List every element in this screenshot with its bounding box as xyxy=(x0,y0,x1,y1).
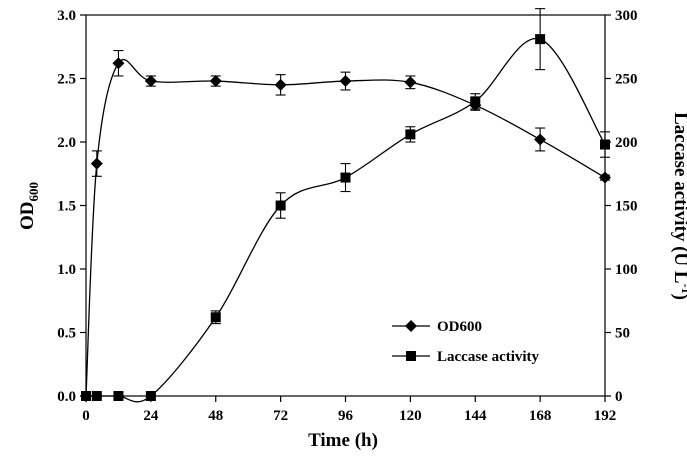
data-point-od600 xyxy=(534,133,547,146)
data-point-od600 xyxy=(404,76,417,89)
legend-item-laccase: Laccase activity xyxy=(392,349,540,365)
legend-diamond-marker xyxy=(405,320,417,332)
legend-label-laccase: Laccase activity xyxy=(437,349,540,365)
data-point-laccase-activity xyxy=(91,391,102,401)
data-point-od600 xyxy=(339,75,352,88)
data-point-od600 xyxy=(90,157,103,170)
x-tick-label: 144 xyxy=(464,408,487,424)
data-point-laccase-activity xyxy=(145,391,156,401)
data-point-od600 xyxy=(144,75,157,88)
data-point-od600 xyxy=(599,171,611,184)
x-tick-label: 24 xyxy=(143,408,159,424)
legend-label-od600: OD600 xyxy=(437,319,482,335)
y-left-tick-label: 1.0 xyxy=(57,262,76,278)
series-line-od600 xyxy=(85,59,606,397)
data-point-laccase-activity xyxy=(600,139,610,150)
legend: OD600 Laccase activity xyxy=(392,319,540,365)
y-left-tick-label: 1.5 xyxy=(57,199,76,215)
series-layer xyxy=(80,8,611,403)
y-left-tick-label: 0.5 xyxy=(57,326,76,342)
data-point-od600 xyxy=(112,57,125,70)
data-point-laccase-activity xyxy=(340,172,351,183)
series-line-laccase-activity xyxy=(85,37,606,403)
y-right-tick-label: 250 xyxy=(615,72,638,88)
y-right-tick-label: 150 xyxy=(615,199,638,215)
series-laccase-activity xyxy=(81,8,610,403)
x-tick-label: 120 xyxy=(399,408,422,424)
x-tick-label: 168 xyxy=(529,408,552,424)
y-right-tick-label: 300 xyxy=(615,8,638,24)
x-tick-label: 0 xyxy=(82,408,90,424)
y-left-tick-label: 0.0 xyxy=(57,389,76,405)
data-point-laccase-activity xyxy=(405,129,416,140)
y-right-tick-label: 200 xyxy=(615,135,638,151)
x-tick-label: 48 xyxy=(208,408,223,424)
data-point-laccase-activity xyxy=(470,96,481,107)
x-tick-label: 72 xyxy=(273,408,288,424)
data-point-laccase-activity xyxy=(113,391,124,401)
y-right-tick-label: 100 xyxy=(615,262,638,278)
data-point-laccase-activity xyxy=(275,200,286,211)
data-point-laccase-activity xyxy=(535,34,546,45)
y-right-tick-label: 0 xyxy=(615,389,623,405)
y-left-tick-label: 2.5 xyxy=(57,72,76,88)
legend-square-marker xyxy=(406,351,416,361)
tick-labels: 0 24 48 72 96 120 144 168 192 0.0 0.5 1.0 1.5 2.0 2.5 3… xyxy=(57,8,637,424)
y-right-tick-label: 50 xyxy=(615,326,630,342)
legend-item-od600: OD600 xyxy=(392,319,482,335)
data-point-od600 xyxy=(274,78,287,91)
y-axis-right-title: Laccase activity (U L-1) xyxy=(670,112,687,300)
x-tick-label: 192 xyxy=(594,408,617,424)
data-point-laccase-activity xyxy=(81,391,91,401)
y-axis-left-title: OD600 xyxy=(17,182,41,230)
y-left-tick-label: 2.0 xyxy=(57,135,76,151)
data-point-laccase-activity xyxy=(210,312,221,323)
x-axis-title: Time (h) xyxy=(308,430,378,451)
data-point-od600 xyxy=(209,75,222,88)
x-tick-label: 96 xyxy=(338,408,354,424)
y-left-tick-label: 3.0 xyxy=(57,8,76,24)
